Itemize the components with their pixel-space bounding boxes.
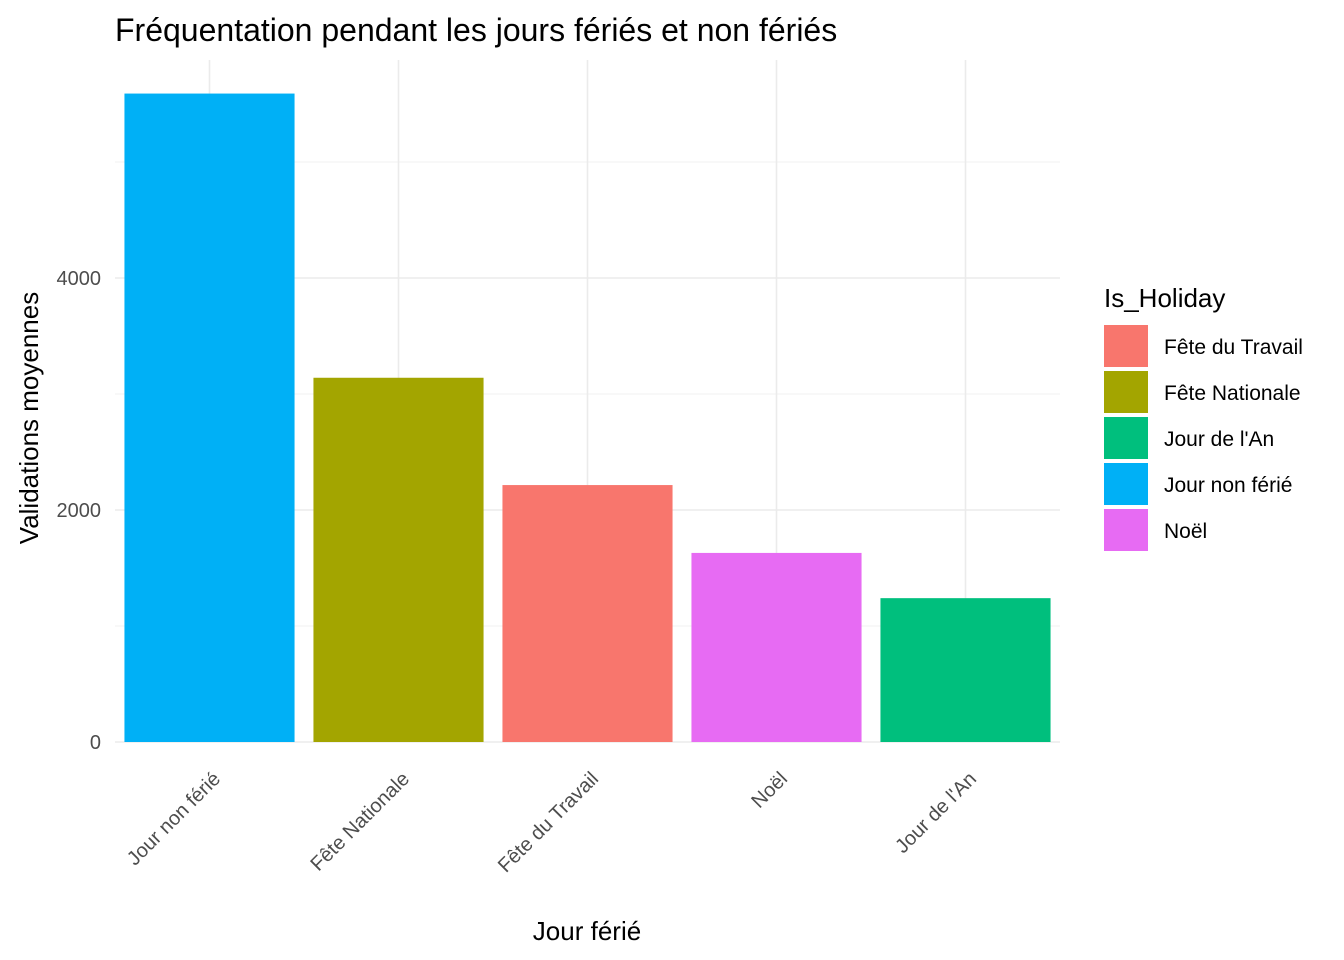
x-tick-label-2: Fête du Travail: [494, 768, 603, 877]
x-tick-label-3: Noël: [747, 768, 792, 813]
legend-key-3: [1104, 463, 1148, 505]
legend-label-0: Fête du Travail: [1164, 336, 1303, 359]
x-tick-label-0: Jour non férié: [123, 768, 225, 870]
y-axis-ticks: 0 2000 4000: [57, 268, 102, 754]
bar-0: [124, 93, 295, 742]
legend: Is_Holiday Fête du Travail Fête Nationale…: [1104, 283, 1303, 551]
x-tick-label-1: Fête Nationale: [307, 768, 415, 876]
legend-key-1: [1104, 371, 1148, 413]
chart-title: Fréquentation pendant les jours fériés e…: [115, 12, 837, 48]
y-tick-label-2: 4000: [57, 268, 102, 290]
y-tick-label-1: 2000: [57, 500, 102, 522]
bar-2: [502, 485, 673, 742]
legend-label-2: Jour de l'An: [1164, 428, 1274, 451]
x-axis-title: Jour férié: [533, 916, 641, 946]
bar-1: [313, 377, 484, 742]
x-axis-ticks: Jour non férié Fête Nationale Fête du Trav…: [123, 768, 981, 877]
legend-label-4: Noël: [1164, 520, 1207, 543]
legend-title: Is_Holiday: [1104, 283, 1225, 313]
bar-4: [880, 598, 1051, 742]
legend-label-3: Jour non férié: [1164, 474, 1292, 497]
legend-key-4: [1104, 509, 1148, 551]
legend-key-0: [1104, 325, 1148, 367]
y-axis-title: Validations moyennes: [14, 292, 44, 544]
bars: [124, 93, 1051, 742]
legend-label-1: Fête Nationale: [1164, 382, 1301, 405]
x-tick-label-4: Jour de l'An: [891, 768, 981, 858]
legend-key-2: [1104, 417, 1148, 459]
bar-3: [691, 552, 862, 742]
y-tick-label-0: 0: [90, 732, 101, 754]
